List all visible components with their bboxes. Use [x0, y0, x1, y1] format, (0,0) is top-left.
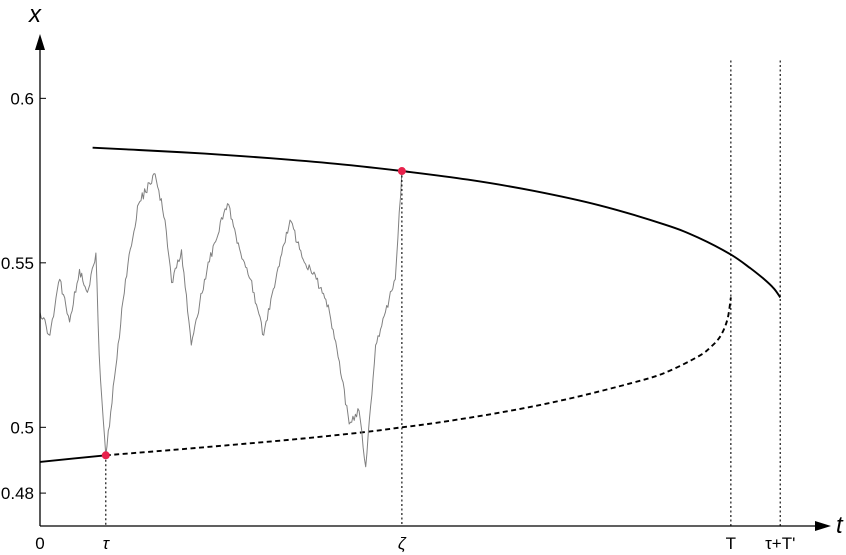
y-axis-label: x — [28, 1, 42, 28]
data-point — [397, 167, 406, 176]
y-axis-arrow — [35, 34, 45, 50]
data-points — [101, 167, 406, 460]
lower-boundary-solid-line — [39, 454, 106, 463]
y-tick-label: 0.55 — [1, 254, 34, 273]
lower-boundary-dashed-line — [105, 297, 732, 457]
data-point — [101, 451, 110, 460]
upper-boundary-line — [92, 146, 781, 298]
plot-lines — [39, 146, 781, 468]
y-tick-label: 0.5 — [10, 418, 34, 437]
y-ticks: 0.6 0.55 0.5 0.48 — [1, 89, 46, 503]
x-axis-arrow — [815, 521, 831, 531]
vertical-guides — [105, 60, 781, 526]
x-tick-label: ζ — [398, 534, 407, 553]
x-tick-label: T — [726, 534, 736, 553]
axes: x t — [28, 1, 844, 539]
x-tick-label: τ+T' — [765, 534, 795, 553]
x-axis-label: t — [836, 512, 844, 539]
y-tick-label: 0.6 — [10, 89, 34, 108]
y-tick-label: 0.48 — [1, 484, 34, 503]
x-tick-label: τ — [103, 534, 111, 553]
sample-path-line — [39, 170, 403, 468]
x-tick-label: 0 — [35, 534, 44, 553]
